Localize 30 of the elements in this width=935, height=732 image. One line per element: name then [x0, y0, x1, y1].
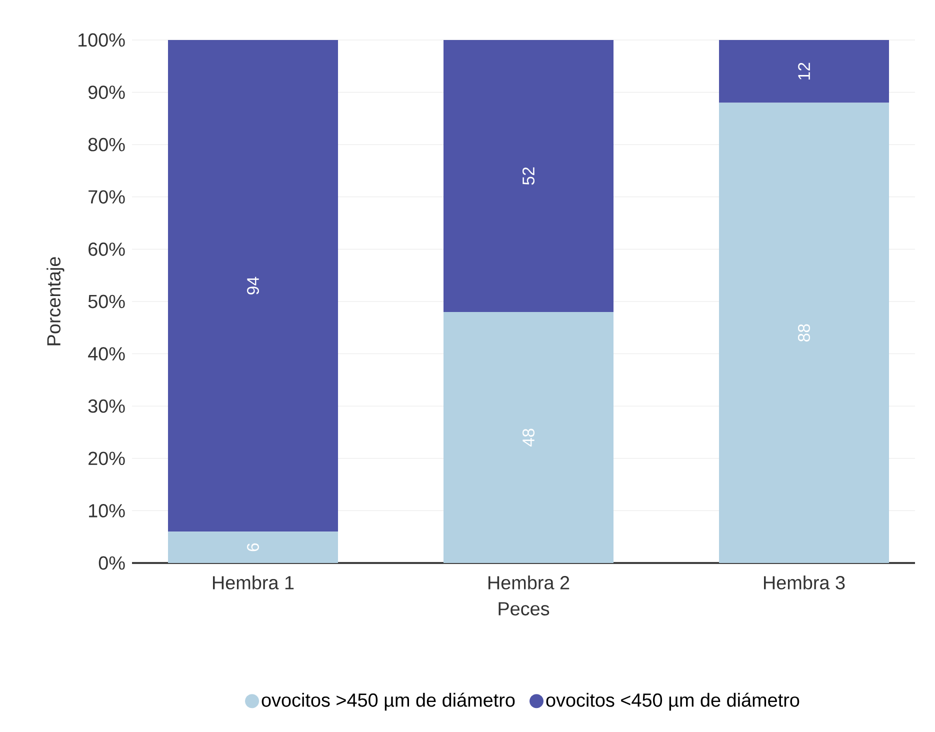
data-label: 94	[247, 276, 260, 294]
bar	[168, 40, 338, 532]
y-tick-label: 40%	[88, 347, 125, 360]
bar	[719, 102, 890, 563]
legend-label: ovocitos <450 µm de diámetro	[546, 692, 800, 711]
data-label: 48	[522, 428, 535, 447]
legend-label: ovocitos >450 µm de diámetro	[262, 692, 515, 711]
y-tick-label: 20%	[88, 452, 125, 466]
bar	[719, 40, 890, 103]
y-tick-label: 0%	[98, 556, 125, 570]
x-tick-label: Hembra 1	[212, 576, 294, 590]
y-tick-label: 30%	[88, 399, 125, 413]
data-label: 12	[798, 62, 810, 80]
y-tick-label: 80%	[88, 138, 125, 152]
data-label: 52	[522, 167, 535, 185]
y-tick-label: 50%	[88, 294, 125, 308]
data-label: 6	[247, 543, 260, 552]
y-tick-label: 60%	[88, 242, 125, 256]
y-tick-label: 70%	[88, 190, 125, 204]
x-axis-title: Peces	[498, 602, 550, 616]
x-tick-label: Hembra 2	[488, 576, 570, 590]
bar	[168, 532, 338, 563]
y-tick-label: 90%	[88, 86, 125, 99]
y-axis-title: Porcentaje	[46, 257, 64, 346]
y-tick-label: 100%	[78, 33, 125, 47]
x-tick-label: Hembra 3	[764, 576, 845, 590]
data-label: 88	[798, 324, 810, 342]
bar	[444, 312, 614, 563]
bar	[444, 40, 614, 312]
y-tick-label: 10%	[89, 504, 125, 518]
